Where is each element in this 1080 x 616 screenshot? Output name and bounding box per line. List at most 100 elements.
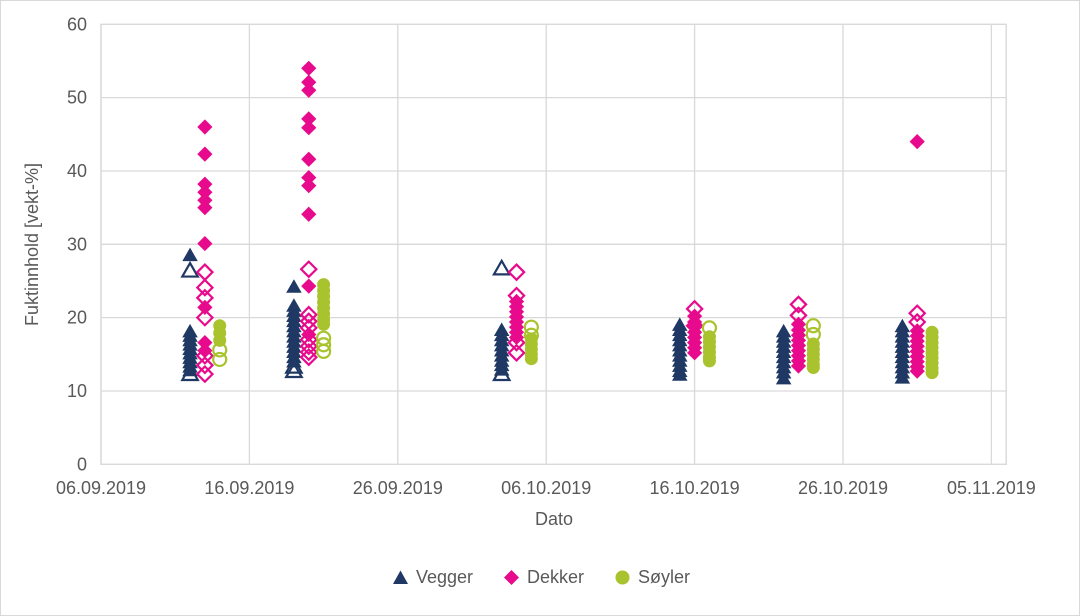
data-point-circle-open [523,319,539,335]
series-søyler [212,278,939,380]
x-tick-label: 26.09.2019 [353,478,443,498]
data-point-diamond [909,363,925,379]
data-point-circle-open [212,351,228,368]
data-point-diamond-open [195,346,215,365]
data-point-circle [524,352,538,366]
legend-item-dekker: Dekker [503,567,584,588]
data-point-triangle [286,279,302,293]
diamond-glyph [504,570,520,585]
data-point-diamond [301,120,317,136]
data-point-triangle-open [180,364,200,382]
data-point-circle [702,354,716,368]
data-point-diamond [508,329,525,346]
data-point-triangle [894,370,911,384]
series-vegger [180,247,911,385]
series-dekker [195,60,927,384]
data-point-diamond-open [195,364,215,384]
y-tick-label: 50 [67,88,87,108]
data-point-diamond-open [195,356,215,375]
data-point-diamond-open [789,295,808,314]
dekker-diamond-icon [503,569,520,586]
data-point-circle-open [805,326,821,343]
data-point-diamond [197,176,213,192]
data-point-triangle-open [492,364,512,382]
data-point-diamond [197,299,213,315]
x-tick-label: 06.10.2019 [501,478,591,498]
data-point-diamond [301,60,317,76]
data-point-diamond [197,184,213,200]
data-point-circle-open [212,342,228,358]
y-tick-label: 20 [67,308,87,328]
x-tick-label: 05.11.2019 [947,478,1036,498]
data-point-diamond [301,206,317,222]
triangle-glyph [392,570,408,584]
data-point-diamond [197,235,213,252]
x-tick-label: 26.10.2019 [798,478,888,498]
data-point-diamond-open [195,308,215,327]
data-point-diamond-open [507,263,526,282]
data-point-diamond-open [507,286,526,305]
data-point-diamond-open [195,278,215,297]
legend-label-vegger: Vegger [415,567,474,587]
data-point-diamond-open [299,342,318,362]
data-point-diamond-open [299,260,318,279]
data-point-diamond-open [299,337,318,356]
data-point-diamond-open [685,316,704,335]
data-point-diamond [197,119,213,135]
data-point-diamond [197,334,213,351]
data-point-triangle-open [284,361,304,379]
data-point-diamond [197,200,213,216]
data-point-diamond-open [299,305,318,324]
data-point-triangle [775,370,792,385]
data-point-diamond-open [789,306,808,325]
data-point-circle [925,366,939,380]
data-point-diamond-open [908,312,927,332]
data-point-circle-open [523,327,539,343]
data-point-diamond [909,134,925,150]
x-tick-label: 06.09.2019 [56,478,146,498]
data-point-diamond-open [507,333,526,352]
data-point-diamond-open [299,348,318,367]
data-point-diamond [790,358,807,374]
data-point-diamond [301,82,317,98]
x-tick-label: 16.10.2019 [650,478,740,498]
data-point-diamond-open [507,343,526,362]
data-point-diamond [197,343,213,359]
y-tick-label: 60 [67,14,87,34]
data-point-circle-open [316,343,332,359]
y-tick-label: 10 [67,381,87,401]
data-point-circle-open [701,320,718,336]
data-point-diamond [687,345,703,361]
data-point-triangle-open [180,260,200,278]
data-point-diamond-open [299,318,318,338]
data-point-diamond [301,169,317,186]
x-axis-title: Dato [534,509,574,529]
chart-legend: Vegger Dekker Søyler [1,567,1079,588]
data-point-diamond [301,151,317,167]
data-point-diamond-open [195,288,215,307]
data-point-diamond-open [299,330,318,349]
data-point-diamond [301,74,317,90]
data-point-triangle-open [284,356,304,374]
data-point-circle-open [316,337,332,353]
x-tick-label: 16.09.2019 [204,478,294,498]
legend-item-soyler: Søyler [614,567,690,588]
data-point-diamond [301,111,317,127]
data-point-diamond-open [685,299,704,318]
y-tick-label: 40 [67,161,87,181]
data-point-diamond [301,278,317,294]
plot-frame [100,23,1007,465]
soyler-circle-icon [614,569,631,586]
legend-label-soyler: Søyler [638,567,691,587]
data-point-triangle [182,247,198,262]
legend-item-vegger: Vegger [392,567,473,588]
data-point-diamond [301,178,317,194]
circle-glyph [615,570,630,585]
y-tick-label: 0 [77,454,87,474]
legend-label-dekker: Dekker [527,567,585,587]
data-point-circle [806,361,820,374]
y-tick-label: 30 [67,234,87,254]
data-point-triangle [672,367,688,381]
